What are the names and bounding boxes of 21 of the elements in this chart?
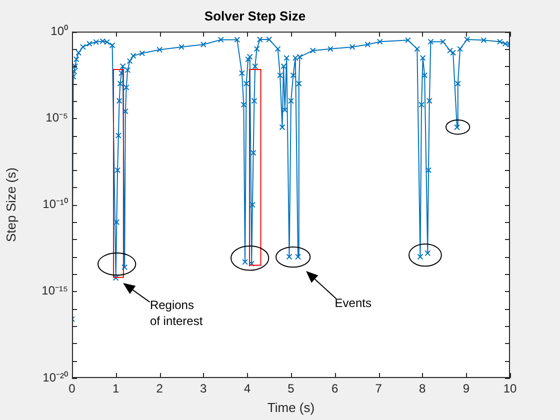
x-tick-label: 1 (112, 382, 120, 396)
x-tick-label: 4 (244, 382, 251, 396)
x-tick-label: 9 (462, 382, 470, 396)
y-tick-label: 10⁻²⁰ (42, 370, 68, 384)
annotation: Events (334, 294, 372, 311)
x-tick-label: 3 (200, 382, 208, 396)
y-axis-title: Step Size (s) (3, 168, 18, 242)
chart-title: Solver Step Size (204, 8, 306, 24)
x-tick-label: 8 (419, 382, 426, 396)
x-tick-label: 10 (503, 382, 517, 396)
x-tick-label: 6 (331, 382, 338, 396)
x-tick-label: 5 (288, 382, 295, 396)
x-tick-label: 0 (68, 382, 76, 396)
y-tick-label: 10⁰ (50, 24, 68, 38)
y-tick-label: 10⁻¹⁰ (42, 197, 68, 212)
y-tick-label: 10⁻⁵ (46, 110, 68, 125)
x-axis-title: Time (s) (267, 400, 315, 415)
x-tick-label: 2 (156, 382, 164, 396)
y-tick-label: 10⁻¹⁵ (42, 284, 68, 298)
x-tick-label: 7 (375, 382, 382, 396)
annotation: Regions of interest (150, 296, 204, 329)
